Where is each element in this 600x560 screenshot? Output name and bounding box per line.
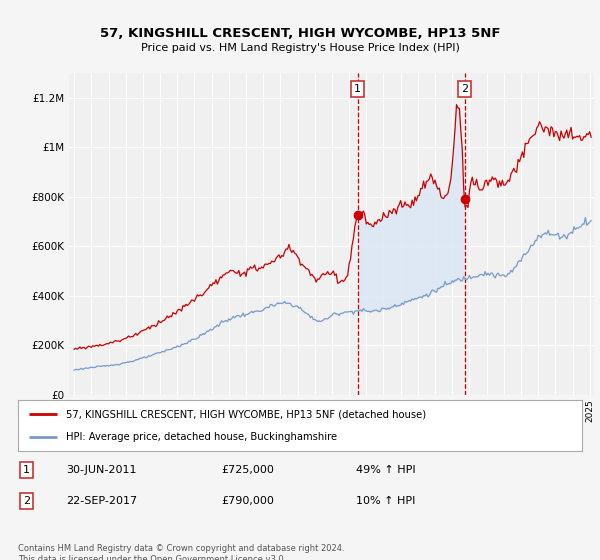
- Text: 2: 2: [23, 496, 30, 506]
- Text: Contains HM Land Registry data © Crown copyright and database right 2024.
This d: Contains HM Land Registry data © Crown c…: [18, 544, 344, 560]
- Text: 22-SEP-2017: 22-SEP-2017: [66, 496, 137, 506]
- Text: 1: 1: [354, 84, 361, 94]
- Text: 10% ↑ HPI: 10% ↑ HPI: [356, 496, 416, 506]
- Text: 30-JUN-2011: 30-JUN-2011: [66, 465, 136, 475]
- Text: £790,000: £790,000: [221, 496, 274, 506]
- Text: 57, KINGSHILL CRESCENT, HIGH WYCOMBE, HP13 5NF: 57, KINGSHILL CRESCENT, HIGH WYCOMBE, HP…: [100, 27, 500, 40]
- Text: 49% ↑ HPI: 49% ↑ HPI: [356, 465, 416, 475]
- Text: 1: 1: [23, 465, 30, 475]
- Text: 57, KINGSHILL CRESCENT, HIGH WYCOMBE, HP13 5NF (detached house): 57, KINGSHILL CRESCENT, HIGH WYCOMBE, HP…: [66, 409, 426, 419]
- Text: HPI: Average price, detached house, Buckinghamshire: HPI: Average price, detached house, Buck…: [66, 432, 337, 442]
- Text: £725,000: £725,000: [221, 465, 274, 475]
- Text: 2: 2: [461, 84, 468, 94]
- Text: Price paid vs. HM Land Registry's House Price Index (HPI): Price paid vs. HM Land Registry's House …: [140, 43, 460, 53]
